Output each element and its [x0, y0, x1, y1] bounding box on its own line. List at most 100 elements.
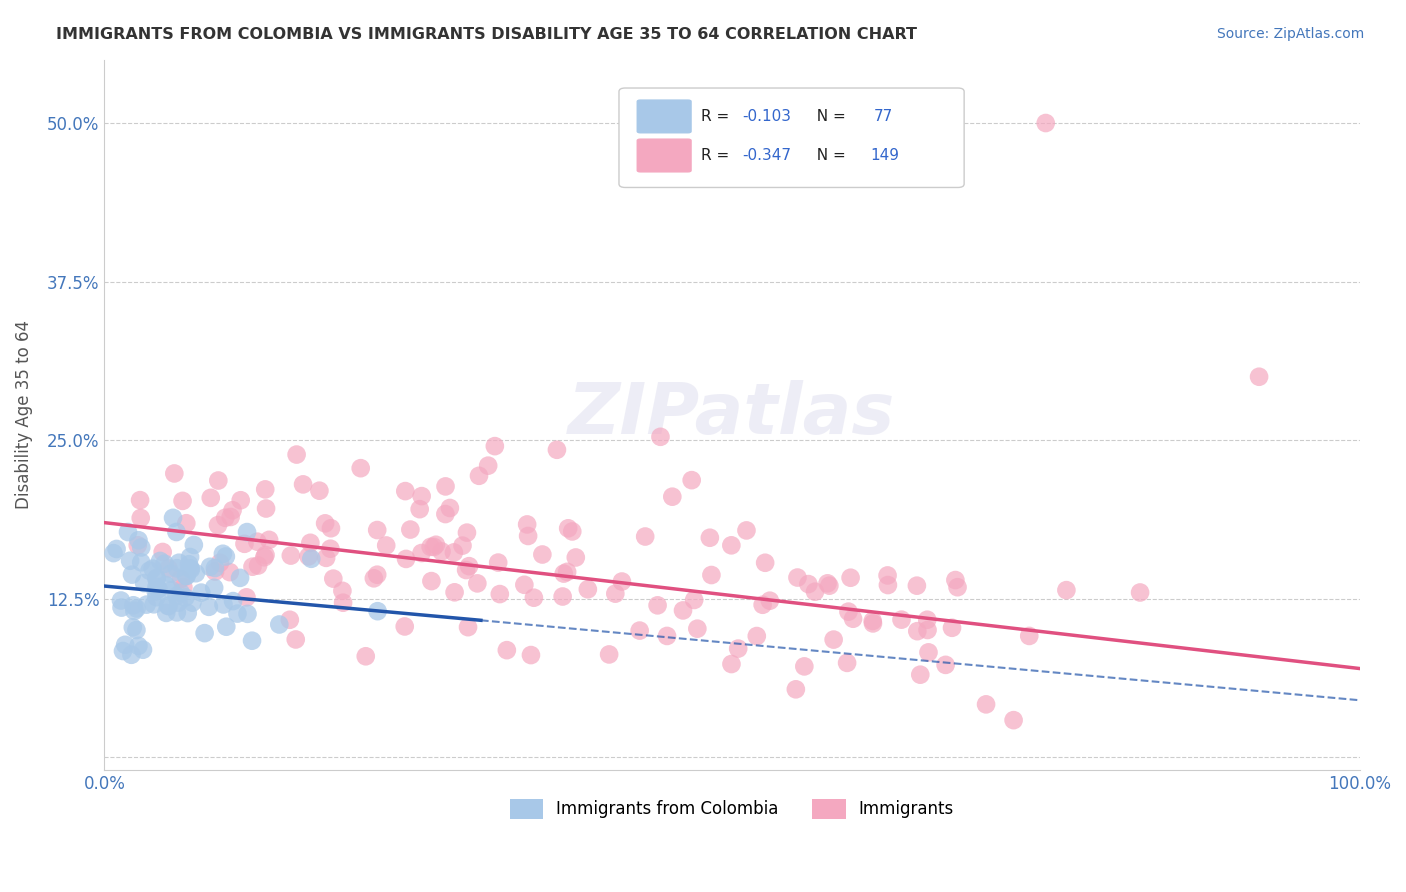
Point [555, 565, 578, 579]
Point [786, 570, 808, 584]
Point [166, 589, 188, 603]
Point [877, 578, 900, 592]
Point [605, 587, 627, 601]
Point [145, 572, 167, 586]
Point [467, 576, 489, 591]
Point [686, 622, 709, 636]
Point [477, 458, 499, 473]
Point [576, 582, 599, 597]
Point [148, 582, 170, 596]
Point [945, 573, 967, 587]
Point [735, 524, 758, 538]
Point [434, 479, 457, 493]
Point [785, 682, 807, 697]
Text: 77: 77 [873, 109, 893, 124]
Point [159, 566, 181, 581]
Point [297, 549, 319, 564]
Point [634, 529, 657, 543]
Point [366, 523, 388, 537]
Point [375, 539, 398, 553]
Text: R =: R = [700, 109, 738, 124]
Point [152, 545, 174, 559]
Point [145, 580, 167, 594]
Point [699, 531, 721, 545]
Point [434, 507, 457, 521]
Point [177, 606, 200, 620]
Point [516, 517, 538, 532]
Point [278, 613, 301, 627]
Point [198, 599, 221, 614]
Point [890, 613, 912, 627]
Point [443, 545, 465, 559]
Point [149, 554, 172, 568]
Point [1035, 116, 1057, 130]
Point [215, 620, 238, 634]
Point [553, 566, 575, 581]
Point [246, 534, 269, 549]
Point [598, 648, 620, 662]
Point [876, 568, 898, 582]
Point [129, 511, 152, 525]
Point [125, 601, 148, 615]
Point [218, 565, 240, 579]
Point [233, 537, 256, 551]
Point [314, 516, 336, 531]
Point [135, 598, 157, 612]
Point [229, 571, 252, 585]
Point [495, 643, 517, 657]
Point [153, 557, 176, 571]
Point [229, 493, 252, 508]
Point [299, 536, 322, 550]
Point [439, 500, 461, 515]
Point [120, 554, 142, 568]
Point [172, 494, 194, 508]
Point [797, 577, 820, 591]
Point [285, 448, 308, 462]
Point [121, 620, 143, 634]
Point [142, 597, 165, 611]
Point [236, 607, 259, 621]
Point [910, 667, 932, 681]
Point [280, 549, 302, 563]
Point [700, 568, 723, 582]
Point [423, 540, 446, 554]
Point [165, 524, 187, 539]
Point [399, 523, 422, 537]
Point [132, 642, 155, 657]
Point [862, 616, 884, 631]
Point [204, 565, 226, 579]
Point [156, 599, 179, 613]
Point [367, 604, 389, 618]
Point [350, 461, 373, 475]
Point [170, 585, 193, 599]
Point [219, 510, 242, 524]
Point [319, 521, 342, 535]
Point [129, 555, 152, 569]
Point [531, 548, 554, 562]
Point [214, 510, 236, 524]
Point [299, 551, 322, 566]
Point [458, 559, 481, 574]
Point [207, 474, 229, 488]
Point [254, 501, 277, 516]
Point [103, 546, 125, 560]
Point [110, 593, 132, 607]
Point [138, 564, 160, 578]
Point [457, 620, 479, 634]
Point [110, 600, 132, 615]
Point [420, 574, 443, 588]
Point [443, 585, 465, 599]
Point [1054, 583, 1077, 598]
Point [727, 641, 749, 656]
FancyBboxPatch shape [637, 138, 692, 172]
Text: N =: N = [807, 148, 851, 163]
Point [179, 561, 201, 575]
Point [128, 533, 150, 548]
Point [257, 533, 280, 547]
Point [284, 632, 307, 647]
Point [253, 550, 276, 565]
Point [456, 563, 478, 577]
Point [366, 567, 388, 582]
Point [394, 619, 416, 633]
Point [308, 483, 330, 498]
